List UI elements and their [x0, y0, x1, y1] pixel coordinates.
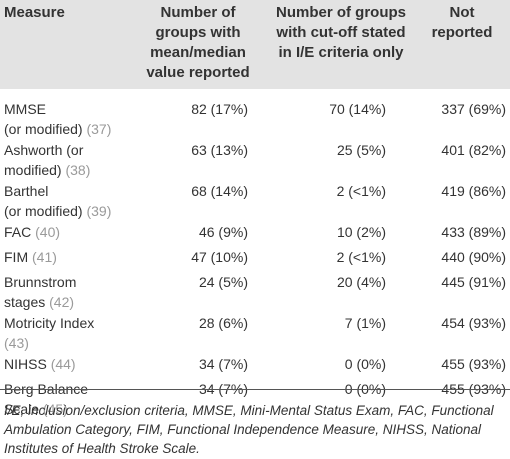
not-reported-cell: 440 (90%)	[441, 249, 506, 265]
reference-link[interactable]: (41)	[32, 249, 57, 265]
reference-link[interactable]: (43)	[4, 335, 29, 351]
table-row: Motricity Index (43) 28 (6%) 7 (1%) 454 …	[0, 312, 510, 353]
cutoff-only-cell: 70 (14%)	[329, 101, 386, 117]
table-row: Ashworth (or modified) (38) 63 (13%) 25 …	[0, 139, 510, 180]
table-row: NIHSS (44) 34 (7%) 0 (0%) 455 (93%)	[0, 353, 510, 378]
table-header-row: Measure Number of groups with mean/media…	[0, 0, 510, 89]
measure-cell: Ashworth (or modified) (38)	[0, 139, 128, 180]
measure-name-cont: (or modified)	[4, 121, 83, 137]
header-measure: Measure	[4, 4, 65, 21]
measure-name-cont: Scale	[4, 401, 40, 417]
table-footnote: I/E, inclusion/exclusion criteria, MMSE,…	[4, 403, 494, 456]
measure-cell: MMSE (or modified) (37)	[0, 98, 128, 139]
reference-link[interactable]: (45)	[42, 401, 68, 417]
reference-link[interactable]: (37)	[86, 121, 112, 137]
cutoff-only-cell: 2 (<1%)	[336, 249, 386, 265]
measure-cell: Motricity Index (43)	[0, 312, 128, 353]
not-reported-cell: 454 (93%)	[441, 315, 506, 331]
measure-name-cont: (or modified)	[4, 203, 83, 219]
measures-table: Measure Number of groups with mean/media…	[0, 0, 510, 417]
measure-name: Ashworth (or	[4, 142, 84, 158]
not-reported-cell: 401 (82%)	[441, 142, 506, 158]
not-reported-cell: 433 (89%)	[441, 224, 506, 240]
cutoff-only-cell: 7 (1%)	[344, 315, 386, 331]
measure-name: Brunnstrom	[4, 274, 77, 290]
measure-name: Motricity Index	[4, 315, 95, 331]
not-reported-cell: 455 (93%)	[441, 356, 506, 372]
mean-median-cell: 46 (9%)	[198, 224, 248, 240]
measure-name-cont: modified)	[4, 162, 62, 178]
mean-median-cell: 34 (7%)	[198, 356, 248, 372]
cutoff-only-cell: 2 (<1%)	[336, 183, 386, 199]
cutoff-only-cell: 25 (5%)	[336, 142, 386, 158]
table-row: FIM (41) 47 (10%) 2 (<1%) 440 (90%)	[0, 246, 510, 271]
mean-median-cell: 82 (17%)	[191, 101, 248, 117]
reference-link[interactable]: (40)	[35, 224, 61, 240]
table-bottom-rule	[0, 389, 510, 390]
table-row: MMSE (or modified) (37) 82 (17%) 70 (14%…	[0, 98, 510, 139]
reference-link[interactable]: (39)	[86, 203, 112, 219]
header-mean-median: Number of groups with mean/median value …	[146, 4, 250, 81]
mean-median-cell: 47 (10%)	[191, 249, 248, 265]
not-reported-cell: 419 (86%)	[441, 183, 506, 199]
mean-median-cell: 24 (5%)	[198, 274, 248, 290]
not-reported-cell: 337 (69%)	[441, 101, 506, 117]
reference-link[interactable]: (42)	[49, 294, 75, 310]
measure-cell: FIM (41)	[0, 246, 128, 271]
measure-name: Barthel	[4, 183, 49, 199]
not-reported-cell: 445 (91%)	[441, 274, 506, 290]
measure-name: MMSE	[4, 101, 46, 117]
table-row: FAC (40) 46 (9%) 10 (2%) 433 (89%)	[0, 221, 510, 246]
reference-link[interactable]: (44)	[50, 356, 76, 372]
measure-name: FAC	[4, 224, 32, 240]
mean-median-cell: 63 (13%)	[191, 142, 248, 158]
cutoff-only-cell: 0 (0%)	[344, 356, 386, 372]
table-row: Barthel (or modified) (39) 68 (14%) 2 (<…	[0, 180, 510, 221]
measure-cell: NIHSS (44)	[0, 353, 128, 378]
measure-cell: Brunnstrom stages (42)	[0, 271, 128, 312]
mean-median-cell: 28 (6%)	[198, 315, 248, 331]
measure-name: FIM	[4, 249, 29, 265]
header-cutoff-only: Number of groups with cut-off stated in …	[276, 4, 406, 61]
header-not-reported: Not reported	[431, 4, 493, 41]
measure-name-cont: stages	[4, 294, 46, 310]
measure-cell: Barthel (or modified) (39)	[0, 180, 128, 221]
mean-median-cell: 68 (14%)	[191, 183, 248, 199]
cutoff-only-cell: 20 (4%)	[336, 274, 386, 290]
table-row: Brunnstrom stages (42) 24 (5%) 20 (4%) 4…	[0, 271, 510, 312]
cutoff-only-cell: 10 (2%)	[336, 224, 386, 240]
measure-name: NIHSS	[4, 356, 47, 372]
measure-cell: FAC (40)	[0, 221, 128, 246]
reference-link[interactable]: (38)	[65, 162, 91, 178]
